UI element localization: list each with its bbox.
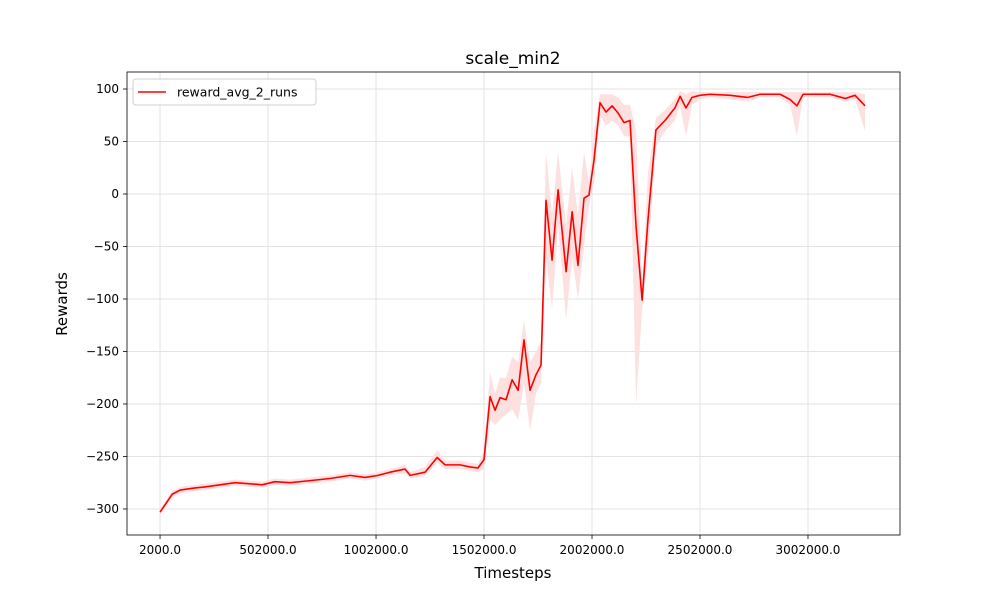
x-tick-label: 1502000.0	[452, 543, 517, 557]
y-tick-label: 0	[111, 187, 119, 201]
y-axis-label: Rewards	[53, 272, 71, 336]
x-tick-label: 2000.0	[139, 543, 181, 557]
y-tick-label: −50	[94, 239, 119, 253]
y-tick-label: 50	[104, 135, 119, 149]
x-tick-label: 2502000.0	[668, 543, 733, 557]
y-tick-label: −250	[86, 449, 119, 463]
chart-title: scale_min2	[465, 49, 560, 69]
y-tick-label: −300	[86, 502, 119, 516]
x-tick-label: 1002000.0	[344, 543, 409, 557]
x-tick-label: 2002000.0	[560, 543, 625, 557]
legend-box	[132, 78, 317, 106]
x-axis-label: Timesteps	[474, 564, 552, 582]
y-tick-label: −150	[86, 344, 119, 358]
y-tick-label: 100	[96, 82, 119, 96]
x-tick-label: 3002000.0	[776, 543, 841, 557]
series-line	[159, 93, 866, 513]
y-tick-label: −100	[86, 292, 119, 306]
y-tick-label: −200	[86, 397, 119, 411]
legend-label: reward_avg_2_runs	[177, 85, 297, 100]
x-tick-label: 502000.0	[239, 543, 296, 557]
plot-frame	[126, 71, 901, 536]
